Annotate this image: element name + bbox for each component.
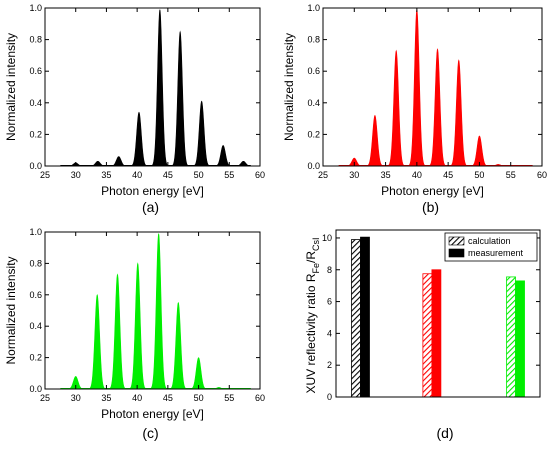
y-tick-label: 0.0 [307,161,320,171]
legend-swatch-measurement [448,248,465,258]
y-tick-label: 2 [327,360,332,370]
bar-measurement-3 [515,280,525,398]
x-tick-label: 45 [163,170,173,180]
y-tick-label: 0.6 [29,290,42,300]
panel-b: 25 30 35 40 45 50 55 60 0.0 0.2 0.4 0.6 0.8 1.0 Photon… [282,3,547,215]
x-axis-label: Photon energy [eV] [381,184,484,198]
y-tick-label: 0.2 [29,129,42,139]
y-tick-label: 0.4 [29,98,42,108]
x-tick-label: 60 [255,393,265,403]
harmonic-peak-3 [108,273,127,390]
legend: calculation measurement [444,232,538,262]
y-tick-label: 0.0 [29,384,42,394]
x-tick-label: 45 [163,393,173,403]
y-tick-label: 8 [327,265,332,275]
bar-calculation-1 [351,239,361,398]
y-axis-label: XUV reflectivity ratio RFe/RCsI [304,237,321,393]
x-tick-label: 25 [40,170,50,180]
y-tick-label: 0.8 [29,258,42,268]
y-tick-label: 1.0 [29,227,42,237]
x-tick-label: 60 [537,170,547,180]
y-tick-label: 1.0 [307,3,320,13]
x-tick-label: 35 [101,393,111,403]
panel-caption: (d) [436,425,453,441]
x-tick-label: 45 [443,170,453,180]
y-axis-label: Normalized intensity [4,256,18,364]
harmonic-peak-4 [129,111,149,167]
x-tick-label: 50 [194,170,204,180]
x-tick-label: 40 [412,170,422,180]
harmonic-peak-4 [407,9,427,167]
y-tick-label: 0.0 [29,161,42,171]
x-tick-label: 40 [132,393,142,403]
harmonic-peak-7 [470,135,489,167]
y-tick-label: 4 [327,328,332,338]
y-tick-label: 10 [322,233,332,243]
panel-caption: (c) [142,425,158,441]
y-tick-label: 0.4 [307,98,320,108]
bar-calculation-2 [422,273,433,398]
panel-caption: (a) [142,199,159,215]
y-tick-label: 0.6 [29,66,42,76]
x-tick-label: 30 [349,170,359,180]
x-tick-label: 55 [506,170,516,180]
plot-frame [335,229,541,398]
x-tick-label: 35 [381,170,391,180]
harmonic-peak-6 [449,59,469,167]
bar-measurement-1 [360,236,370,398]
y-tick-label: 1.0 [29,3,42,13]
y-tick-label: 0.8 [307,35,320,45]
x-tick-label: 50 [194,393,204,403]
y-tick-label: 0.4 [29,321,42,331]
y-axis-label: Normalized intensity [282,33,296,141]
x-tick-label: 55 [224,393,234,403]
x-tick-label: 30 [71,170,81,180]
y-tick-label: 6 [327,297,332,307]
bar-measurement-2 [431,269,442,398]
y-tick-label: 0.6 [307,66,320,76]
harmonic-peak-4 [128,262,147,390]
harmonic-peak-7 [192,100,211,167]
bar-calculation-3 [506,276,516,398]
legend-label-measurement: measurement [468,248,524,258]
harmonic-peak-5 [428,48,447,167]
harmonic-peak-7 [189,357,208,390]
x-tick-label: 30 [71,393,81,403]
legend-label-calculation: calculation [468,236,511,246]
x-axis-label: Photon energy [eV] [101,184,204,198]
harmonic-peak-6 [169,301,188,390]
plot-frame [44,231,261,390]
y-tick-label: 0.2 [29,353,42,363]
x-tick-label: 60 [255,170,265,180]
x-tick-label: 35 [101,170,111,180]
y-axis-label: Normalized intensity [4,33,18,141]
y-tick-label: 0.2 [307,129,320,139]
harmonic-peak-3 [386,49,406,167]
harmonic-peak-5 [150,9,170,167]
harmonic-peak-5 [149,233,168,390]
plot-frame [44,7,261,167]
x-tick-label: 50 [474,170,484,180]
harmonic-peak-2 [365,114,385,167]
harmonic-peak-2 [88,293,107,390]
panel-caption: (b) [422,199,439,215]
y-tick-label: 0 [327,392,332,402]
plot-frame [322,7,543,167]
panel-d: 0 2 4 6 8 10 calculation measurement XUV reflect… [304,229,541,441]
x-tick-label: 25 [40,393,50,403]
panel-a: 25 30 35 40 45 50 55 60 0.0 0.2 0.4 0.6 0.8 1.0 Photon… [4,3,265,215]
y-tick-label: 0.8 [29,35,42,45]
harmonic-peak-3 [109,156,128,167]
x-axis-label: Photon energy [eV] [101,407,204,421]
x-tick-label: 55 [224,170,234,180]
x-tick-label: 25 [318,170,328,180]
panel-c: 25 30 35 40 45 50 55 60 0.0 0.2 0.4 0.6 0.8 1.0 Photon… [4,227,265,441]
harmonic-peak-6 [170,30,190,167]
legend-swatch-calculation [448,236,465,246]
x-tick-label: 40 [132,170,142,180]
